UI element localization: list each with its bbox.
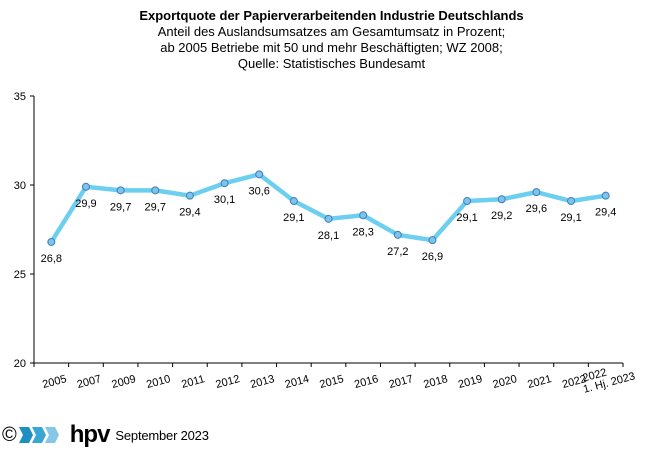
x-tick-label-group: 2007 xyxy=(76,373,103,391)
x-tick-label: 2021 xyxy=(526,373,553,391)
data-label: 29,1 xyxy=(560,212,581,224)
y-tick-label: 35 xyxy=(14,91,26,103)
data-point xyxy=(601,191,610,200)
x-tick-label: 2015 xyxy=(318,373,345,391)
x-tick-label: 2013 xyxy=(249,373,276,391)
data-point xyxy=(567,197,576,206)
data-point xyxy=(324,214,333,223)
data-point xyxy=(289,197,298,206)
x-tick-label: 2009 xyxy=(110,373,137,391)
data-label: 27,2 xyxy=(387,246,408,258)
x-tick-label-group: 2013 xyxy=(249,373,276,391)
hpv-logo-text: hpv xyxy=(69,421,111,448)
data-label: 26,9 xyxy=(422,251,443,263)
chart-title: Exportquote der Papierverarbeitenden Ind… xyxy=(139,8,524,23)
data-point xyxy=(255,170,264,179)
data-label: 29,6 xyxy=(526,203,547,215)
data-point xyxy=(532,188,541,197)
x-tick-label: 2007 xyxy=(76,373,103,391)
data-label: 29,4 xyxy=(179,207,200,219)
x-tick-label: 2020 xyxy=(492,373,519,391)
x-tick-label-group: 2010 xyxy=(145,373,172,391)
data-label: 29,4 xyxy=(595,207,616,219)
footer-date: September 2023 xyxy=(115,427,209,443)
data-point xyxy=(497,195,506,204)
x-tick-label: 2011 xyxy=(180,373,206,391)
x-tick-label: 2016 xyxy=(353,373,380,391)
data-label: 28,1 xyxy=(318,230,339,242)
data-point xyxy=(359,211,368,220)
x-tick-label-group: 2019 xyxy=(457,373,484,391)
x-tick-label-group: 2020 xyxy=(492,373,519,391)
data-point xyxy=(47,237,56,246)
data-label: 29,2 xyxy=(491,210,512,222)
x-tick-label-group: 2005 xyxy=(41,373,68,391)
x-tick-label-group: 2012 xyxy=(214,373,241,391)
x-tick-label-group: 2011 xyxy=(180,373,206,391)
data-label: 29,9 xyxy=(75,198,96,210)
data-point xyxy=(393,230,402,239)
data-point xyxy=(81,182,90,191)
data-label: 30,6 xyxy=(248,185,269,197)
footer: © hpv September 2023 xyxy=(2,421,209,448)
y-tick-label: 30 xyxy=(14,180,26,192)
data-label: 29,7 xyxy=(145,201,166,213)
x-tick-label-group: 2015 xyxy=(318,373,345,391)
data-label: 28,3 xyxy=(352,226,373,238)
chart-subtitle-1: Anteil des Auslandsumsatzes am Gesamtums… xyxy=(157,24,506,39)
y-tick-label: 25 xyxy=(14,269,26,281)
data-point xyxy=(463,197,472,206)
x-tick-label: 2018 xyxy=(422,373,449,391)
data-label: 29,1 xyxy=(456,212,477,224)
y-tick-label: 20 xyxy=(14,358,26,370)
chart-subtitle-3: Quelle: Statistisches Bundesamt xyxy=(237,56,426,71)
x-tick-label-group: 2021 xyxy=(526,373,553,391)
x-tick-label-group: 2009 xyxy=(110,373,137,391)
data-point xyxy=(116,186,125,195)
hpv-logo-waves-icon xyxy=(18,427,59,443)
x-tick-label: 2014 xyxy=(284,373,311,391)
x-tick-label: 2012 xyxy=(214,373,241,391)
x-tick-label: 2010 xyxy=(145,373,172,391)
copyright-symbol: © xyxy=(2,424,17,446)
data-label: 30,1 xyxy=(214,194,235,206)
x-tick-label: 2005 xyxy=(41,373,68,391)
data-point xyxy=(151,186,160,195)
x-tick-label-group: 2017 xyxy=(388,373,415,391)
data-point xyxy=(220,179,229,188)
data-label: 26,8 xyxy=(41,253,62,265)
x-tick-label: 2017 xyxy=(388,373,415,391)
data-label: 29,7 xyxy=(110,201,131,213)
x-tick-label-group: 2014 xyxy=(284,373,311,391)
x-tick-label: 2019 xyxy=(457,373,484,391)
chart-titles: Exportquote der Papierverarbeitenden Ind… xyxy=(0,8,663,72)
data-label: 29,1 xyxy=(283,212,304,224)
chart-subtitle-2: ab 2005 Betriebe mit 50 und mehr Beschäf… xyxy=(160,40,503,55)
data-point xyxy=(185,191,194,200)
x-tick-label-group: 2016 xyxy=(353,373,380,391)
data-point xyxy=(428,236,437,245)
x-tick-label-group: 2018 xyxy=(422,373,449,391)
